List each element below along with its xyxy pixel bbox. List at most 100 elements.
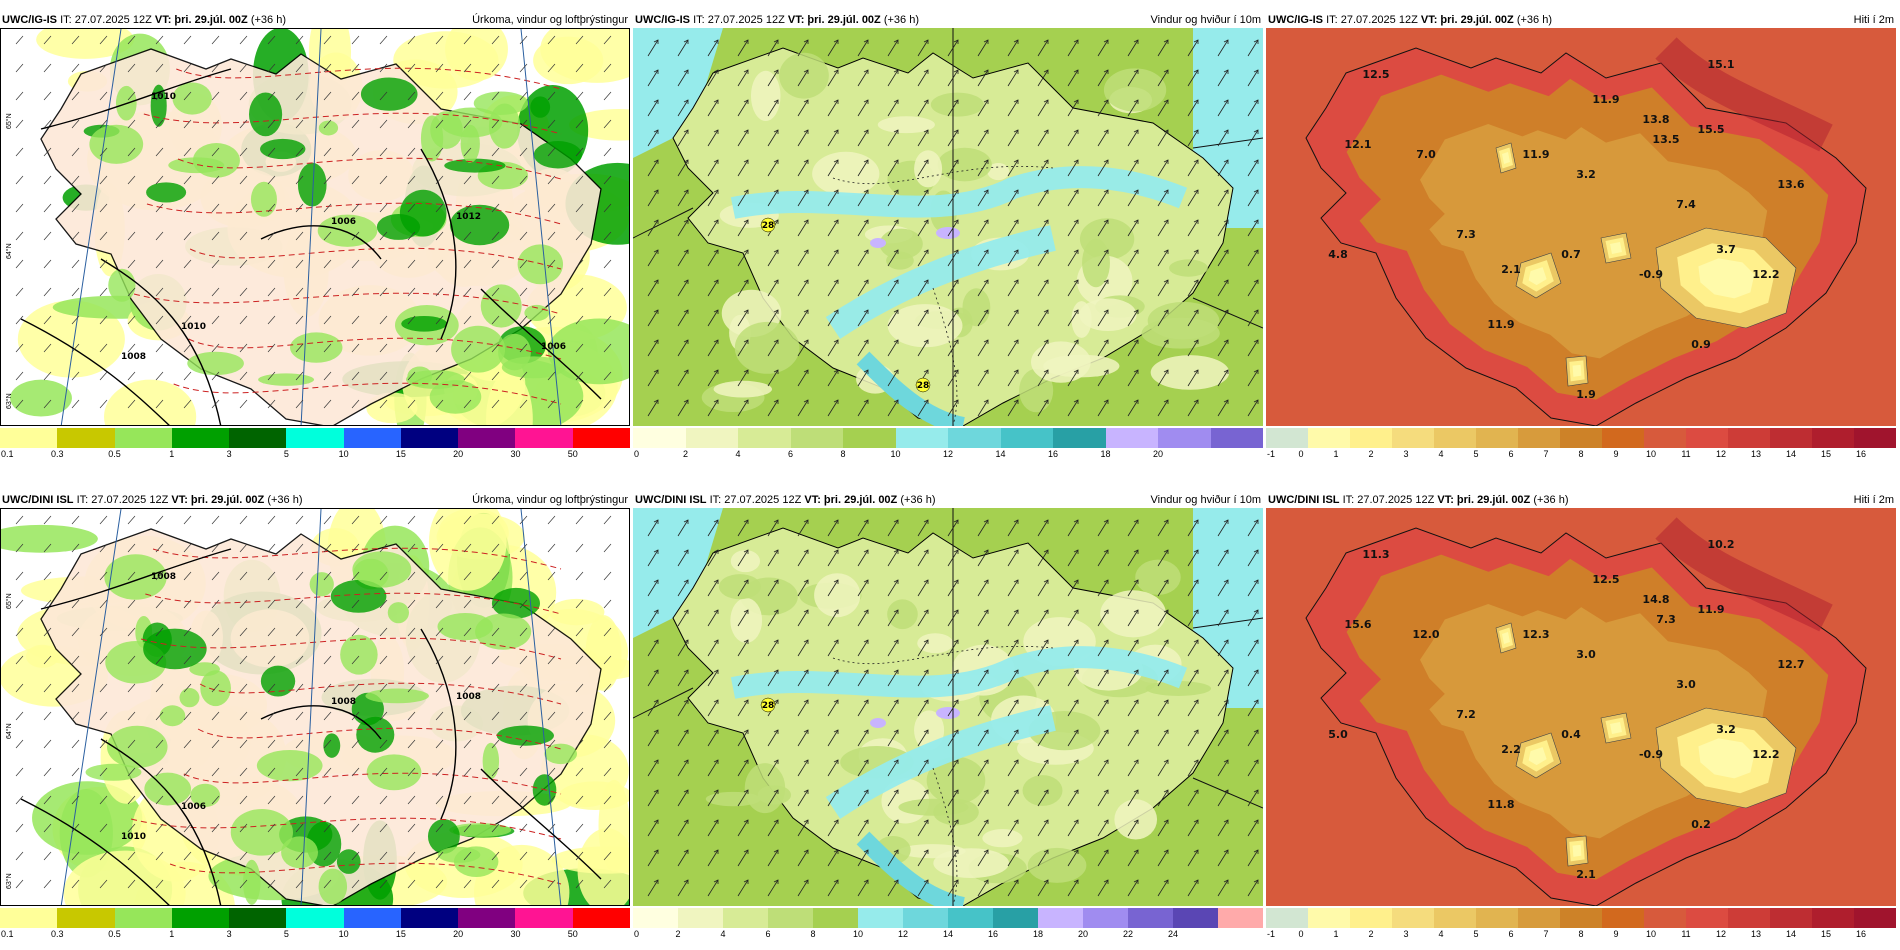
legend-tick-label: 50 xyxy=(567,449,578,459)
legend-tick-label: 1 xyxy=(169,449,175,459)
legend-swatch xyxy=(1560,428,1602,448)
legend-swatch xyxy=(1308,908,1350,928)
legend-swatch xyxy=(343,428,401,448)
gust-max-label: 28 xyxy=(762,701,775,711)
legend-swatch xyxy=(1812,908,1854,928)
model-name: UWC/DINI ISL xyxy=(1268,494,1340,506)
temperature-value: 10.2 xyxy=(1707,538,1734,551)
legend-swatch xyxy=(515,908,573,928)
legend-tick-label: 7 xyxy=(1543,449,1549,459)
isobar-label: 1008 xyxy=(456,692,481,702)
legend-tick-label: 14 xyxy=(1785,929,1797,939)
panel-header: UWC/DINI ISL IT: 27.07.2025 12Z VT: þri.… xyxy=(0,492,630,508)
lead-time: (+36 h) xyxy=(250,14,287,26)
legend-swatch xyxy=(1128,908,1173,928)
legend-swatch xyxy=(1686,908,1728,928)
map-area: 12.5 15.1 12.1 7.0 11.9 13.8 15.5 3.2 11.9 13.5 13… xyxy=(1266,28,1896,426)
panel-header: UWC/DINI ISL IT: 27.07.2025 12Z VT: þri.… xyxy=(633,492,1263,508)
init-time: IT: 27.07.2025 12Z xyxy=(60,14,152,26)
isobar-label: 1006 xyxy=(541,342,566,352)
temperature-value: 12.1 xyxy=(1344,138,1371,151)
temperature-value: 3.2 xyxy=(1716,723,1736,736)
legend-tick-label: 6 xyxy=(765,929,771,939)
legend-swatch xyxy=(723,908,768,928)
temperature-value: 5.0 xyxy=(1328,728,1348,741)
legend-tick-label: 10 xyxy=(338,449,349,459)
legend-tick-label: 0.5 xyxy=(108,449,121,459)
isobar-label: 1012 xyxy=(456,212,481,222)
legend-tick-label: -1 xyxy=(1267,449,1276,459)
init-time: IT: 27.07.2025 12Z xyxy=(76,494,169,506)
temperature-value: -0.9 xyxy=(1639,268,1663,281)
legend-tick-label: 0 xyxy=(634,449,640,459)
temperature-value: 4.8 xyxy=(1328,248,1348,261)
legend-swatch xyxy=(114,908,172,928)
temperature-value: 15.1 xyxy=(1707,58,1734,71)
legend-tick-label: 18 xyxy=(1032,929,1044,939)
legend-swatch xyxy=(678,908,723,928)
run-info: UWC/DINI ISL IT: 27.07.2025 12Z VT: þri.… xyxy=(1268,492,1569,508)
legend-tick-label: 0.3 xyxy=(51,929,64,939)
legend-tick-label: 30 xyxy=(510,449,521,459)
temperature-value: 11.9 xyxy=(1487,318,1514,331)
legend-tick-label: 2 xyxy=(675,929,681,939)
color-legend xyxy=(633,428,1263,448)
legend-tick-label: 0 xyxy=(634,929,640,939)
map-svg: 1008 1010 1008 1008 1006 65°N 64°N 63°N xyxy=(1,509,629,905)
legend-swatch xyxy=(572,428,630,448)
map-area: 1008 1010 1008 1008 1006 65°N 64°N 63°N xyxy=(0,508,630,906)
init-time: IT: 27.07.2025 12Z xyxy=(1326,14,1418,26)
legend-ticks: 0 2 4 6 8 10 12 14 16 18 20 22 24 xyxy=(633,929,1263,943)
lead-time: (+36 h) xyxy=(267,494,303,506)
model-name: UWC/DINI ISL xyxy=(2,494,74,506)
legend-swatch xyxy=(1602,428,1644,448)
temperature-value: 11.8 xyxy=(1487,798,1514,811)
legend-tick-label: 16 xyxy=(987,929,999,939)
isobar-label: 1008 xyxy=(121,352,146,362)
legend-tick-label: 15 xyxy=(395,929,406,939)
legend-swatch xyxy=(895,428,948,448)
legend-swatch xyxy=(1105,428,1158,448)
legend-swatch xyxy=(858,908,903,928)
legend-swatch xyxy=(1770,428,1812,448)
valid-time: VT: þri. 29.júl. 00Z xyxy=(1437,494,1531,506)
legend-tick-label: 18 xyxy=(1100,449,1111,459)
temperature-value: 7.0 xyxy=(1416,148,1436,161)
temperature-value: 13.6 xyxy=(1777,178,1804,191)
legend-ticks: 0.1 0.3 0.5 1 3 5 10 15 20 30 50 xyxy=(0,449,630,463)
run-info: UWC/IG-IS IT: 27.07.2025 12Z VT: þri. 29… xyxy=(2,12,286,28)
legend-swatch xyxy=(685,428,738,448)
temperature-value: 2.1 xyxy=(1501,263,1521,276)
temperature-value: 7.3 xyxy=(1656,613,1676,626)
model-name: UWC/IG-IS xyxy=(635,14,690,26)
legend-tick-label: 4 xyxy=(720,929,726,939)
legend-tick-label: 2 xyxy=(1368,929,1374,939)
legend-swatch xyxy=(1770,908,1812,928)
legend-tick-label: 0 xyxy=(1298,449,1304,459)
temperature-value: 3.0 xyxy=(1576,648,1596,661)
map-panel-precip: UWC/DINI ISL IT: 27.07.2025 12Z VT: þri.… xyxy=(0,492,630,947)
map-area: 11.3 10.2 15.6 12.0 12.5 14.8 11.9 3.0 12.3 7.3 12… xyxy=(1266,508,1896,906)
legend-tick-label: 14 xyxy=(1785,449,1797,459)
legend-tick-label: 14 xyxy=(995,449,1006,459)
legend-tick-label: 16 xyxy=(1855,929,1867,939)
init-time: IT: 27.07.2025 12Z xyxy=(709,494,802,506)
map-area: 28 28 xyxy=(633,28,1263,426)
legend-swatch xyxy=(843,428,896,448)
legend-tick-label: 6 xyxy=(1508,449,1514,459)
isobar-label: 1008 xyxy=(331,697,356,707)
legend-swatch xyxy=(1644,908,1686,928)
map-svg: 1010 1008 1012 1006 1010 1006 65°N 64°N 63°N xyxy=(1,29,629,425)
legend-tick-label: 16 xyxy=(1047,449,1059,459)
legend-swatch xyxy=(1038,908,1083,928)
lead-time: (+36 h) xyxy=(1516,14,1553,26)
legend-tick-label: 5 xyxy=(283,929,289,939)
legend-swatch xyxy=(1434,908,1476,928)
gust-max-label: 28 xyxy=(762,221,775,231)
temperature-value: 0.9 xyxy=(1691,338,1711,351)
legend-swatch xyxy=(1173,908,1218,928)
legend-swatch xyxy=(0,908,58,928)
legend-ticks: -1 0 1 2 3 4 5 6 7 8 9 10 11 12 13 14 15 16 xyxy=(1266,929,1896,943)
legend-tick-label: 5 xyxy=(1473,929,1479,939)
legend-swatch xyxy=(0,428,58,448)
